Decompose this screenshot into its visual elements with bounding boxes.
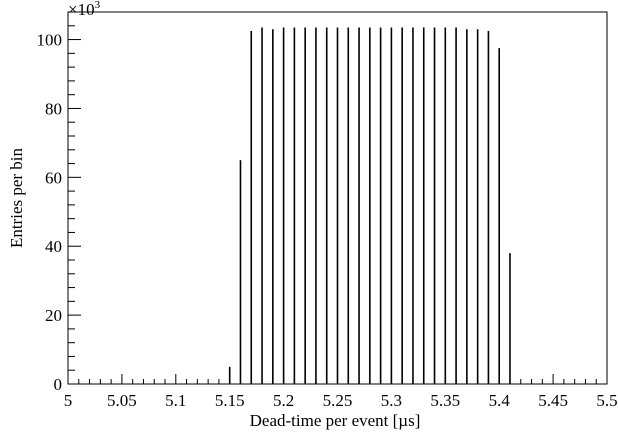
x-tick-label: 5.4 — [489, 391, 511, 410]
x-axis-ticks — [67, 374, 608, 384]
y-axis-ticks — [68, 11, 81, 385]
x-tick-label: 5.05 — [107, 391, 137, 410]
x-tick-label: 5 — [64, 391, 73, 410]
x-tick-label: 5.15 — [215, 391, 245, 410]
x-axis-title: Dead-time per event [µs] — [250, 411, 421, 430]
y-axis-multiplier-base: ×10 — [68, 0, 95, 19]
x-tick-label: 5.3 — [381, 391, 402, 410]
y-axis-tick-labels: 0 20 40 60 80 100 — [37, 31, 63, 394]
y-tick-label: 0 — [54, 375, 63, 394]
histogram-bars — [228, 27, 511, 384]
y-tick-label: 40 — [45, 237, 62, 256]
y-axis-title: Entries per bin — [7, 147, 26, 248]
x-axis-tick-labels: 5 5.05 5.1 5.15 5.2 5.25 5.3 5.35 5.4 5.45 5.5 — [64, 391, 618, 410]
y-axis-multiplier: ×103 — [68, 0, 101, 19]
x-tick-label: 5.25 — [323, 391, 353, 410]
x-tick-label: 5.35 — [430, 391, 460, 410]
x-tick-label: 5.1 — [165, 391, 186, 410]
y-tick-label: 100 — [37, 31, 63, 50]
y-tick-label: 60 — [45, 168, 62, 187]
x-tick-label: 5.5 — [596, 391, 617, 410]
y-axis-multiplier-exponent: 3 — [95, 0, 101, 11]
x-tick-label: 5.2 — [273, 391, 294, 410]
y-tick-label: 20 — [45, 306, 62, 325]
x-tick-label: 5.45 — [538, 391, 568, 410]
y-tick-label: 80 — [45, 99, 62, 118]
